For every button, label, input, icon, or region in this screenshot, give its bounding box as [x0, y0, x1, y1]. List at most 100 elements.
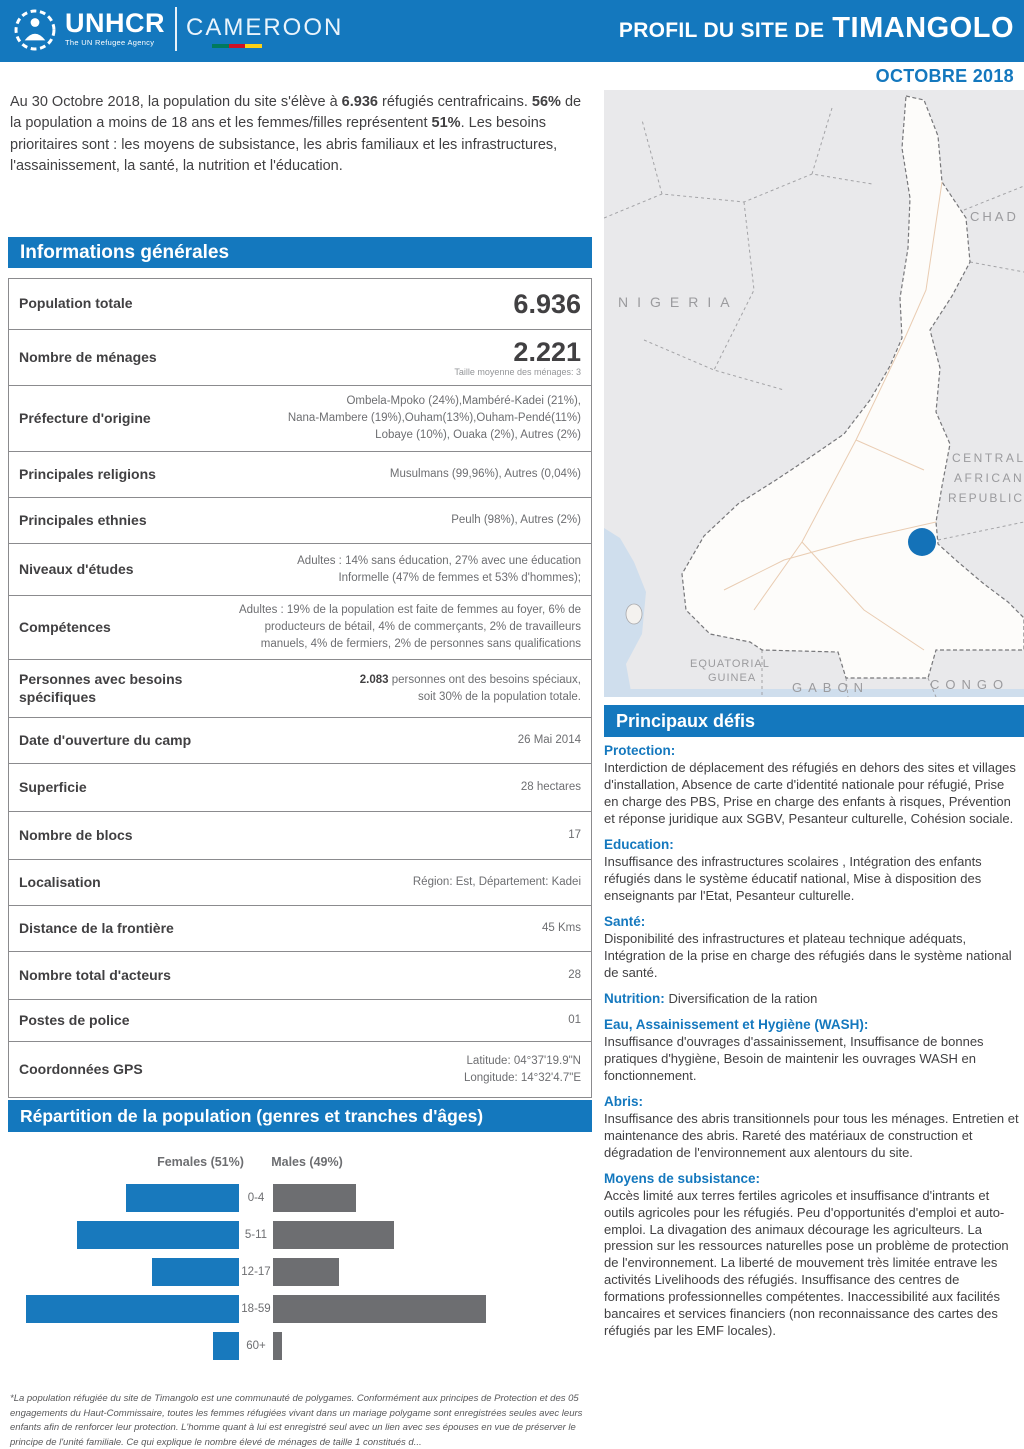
chart-row-age-0-4: 0-4	[26, 1184, 486, 1212]
intro-paragraph: Au 30 Octobre 2018, la population du sit…	[10, 92, 588, 177]
flag-green-stripe	[212, 44, 229, 48]
flag-yellow-stripe	[245, 44, 263, 48]
intro-text: Au 30 Octobre 2018, la population du sit…	[10, 94, 342, 110]
info-row-value: 45 Kms	[237, 920, 581, 937]
female-bar	[26, 1295, 239, 1323]
info-row-big-value: 2.221	[513, 336, 581, 367]
female-bar-zone	[26, 1295, 239, 1323]
flag-red-stripe	[228, 44, 246, 48]
info-row-value: 26 Mai 2014	[237, 732, 581, 749]
unhcr-logo: UNHCR The UN Refugee Agency CAMEROON	[12, 7, 343, 58]
section-header-principaux-defis: Principaux défis	[604, 705, 1024, 737]
info-table-row: Population totale 6.936	[9, 279, 591, 329]
info-row-value-line: 2.083 personnes ont des besoins spéciaux…	[359, 673, 581, 686]
info-row-value-line: Informelle (47% de femmes et 53% d'homme…	[338, 571, 581, 584]
female-bar	[126, 1184, 239, 1212]
country-wordmark: CAMEROON	[186, 10, 343, 48]
map-label-nigeria: NIGERIA	[618, 294, 739, 310]
info-table-row: Personnes avec besoins spécifiques 2.083 …	[9, 659, 591, 717]
country-text: CAMEROON	[186, 14, 344, 41]
intro-women-pct: 51%	[431, 115, 461, 132]
info-row-value-line: Peulh (98%), Autres (2%)	[451, 514, 581, 527]
legend-females: Females (51%)	[157, 1155, 244, 1169]
info-table-row: Nombre total d'acteurs 28	[9, 951, 591, 999]
chart-row-age-12-17: 12-17	[26, 1258, 486, 1286]
chart-row-age-5-11: 5-11	[26, 1221, 486, 1249]
challenge-text: Insuffisance des abris transitionnels po…	[604, 1110, 1019, 1160]
info-row-value-line: Adultes : 14% sans éducation, 27% avec u…	[297, 554, 581, 567]
intro-under18-pct: 56%	[531, 94, 561, 110]
info-row-label: Préfecture d'origine	[19, 409, 151, 426]
info-row-label: Superficie	[19, 778, 87, 795]
info-row-label: Nombre de ménages	[19, 348, 157, 365]
info-row-label: Nombre de blocs	[19, 826, 133, 843]
info-row-label: Personnes avec besoins spécifiques	[19, 671, 183, 705]
info-row-value-line: 17	[568, 829, 581, 842]
female-bar-zone	[26, 1184, 239, 1212]
cameroon-flag-stripes	[212, 44, 263, 48]
challenge-heading: Protection:	[604, 743, 676, 758]
footnote: *La population réfugiée du site de Timan…	[10, 1393, 583, 1449]
info-table-row: Coordonnées GPS Latitude: 04°37'19.9"N Lon…	[9, 1041, 591, 1097]
info-row-value-line: Région: Est, Département: Kadei	[412, 876, 581, 889]
female-bar	[77, 1221, 239, 1249]
challenge-section-3: Nutrition: Diversification de la ration	[604, 990, 1022, 1008]
map-ocean-strip	[604, 689, 1024, 697]
cameroon-map: NIGERIA CHAD CENTRAL AFRICAN REPUBLIC EQ…	[604, 90, 1024, 697]
male-bar-zone	[273, 1258, 486, 1286]
unhcr-emblem-icon	[12, 7, 58, 58]
info-row-value-line: Musulmans (99,96%), Autres (0,04%)	[389, 468, 581, 481]
age-group-label: 18-59	[241, 1303, 271, 1315]
info-row-value-line: Ombela-Mpoko (24%),Mambéré-Kadei (21%),	[346, 395, 581, 408]
intro-text: réfugiés centrafricains.	[377, 94, 532, 110]
cameroon-country-shape	[681, 95, 1024, 679]
legend-males: Males (49%)	[271, 1155, 343, 1169]
age-group-label: 60+	[246, 1340, 266, 1352]
info-table-row: Superficie 28 hectares	[9, 763, 591, 811]
map-label-car-line2: AFRICAN	[954, 471, 1024, 485]
info-row-value-line: 45 Kms	[542, 922, 581, 935]
intro-text: . Les besoins prioritaires sont : les mo…	[10, 115, 558, 174]
info-table-row: Nombre de ménages 2.221 Taille moyenne des…	[9, 329, 591, 385]
map-label-congo: CONGO	[930, 677, 1009, 692]
title-prefix: PROFIL DU SITE DE	[618, 19, 825, 42]
info-row-value: Région: Est, Département: Kadei	[237, 874, 581, 891]
info-row-label: Coordonnées GPS	[19, 1060, 143, 1077]
challenge-heading: Santé:	[604, 913, 646, 929]
general-information-table: Population totale 6.936 Nombre de ménages 2…	[8, 278, 592, 1098]
map-roads	[723, 181, 943, 651]
info-row-value: 17	[237, 827, 581, 844]
male-bar	[273, 1258, 339, 1286]
info-row-label: Date d'ouverture du camp	[19, 731, 192, 748]
info-table-row: Date d'ouverture du camp 26 Mai 2014	[9, 717, 591, 763]
challenge-text: Insuffisance des infrastructures scolair…	[604, 854, 982, 903]
info-table-row: Principales ethnies Peulh (98%), Autres (…	[9, 497, 591, 543]
chart-row-age-18-59: 18-59	[26, 1295, 486, 1323]
site-location-marker	[908, 528, 936, 556]
male-bar	[273, 1184, 356, 1212]
info-row-label: Nombre total d'acteurs	[19, 966, 171, 983]
challenges-sections: Protection: Interdiction de déplacement d…	[604, 742, 1022, 1348]
male-bar	[273, 1332, 282, 1360]
male-bar	[273, 1295, 486, 1323]
info-row-value-line: Longitude: 14°32'4.7"E	[463, 1071, 581, 1084]
info-row-value: 01	[237, 1012, 581, 1029]
info-row-label: Compétences	[19, 618, 111, 635]
info-row-label: Principales religions	[19, 465, 156, 482]
info-row-value-line: Lobaye (10%), Ouaka (2%), Autres (2%)	[375, 428, 581, 441]
info-row-value: 6.936	[237, 289, 581, 318]
age-group-label: 0-4	[247, 1192, 265, 1204]
info-row-value-line: 28	[568, 969, 581, 982]
info-row-value-line: manuels, 4% de fermiers, 2% de personnes…	[260, 637, 581, 650]
map-label-eqguinea-line2: GUINEA	[708, 672, 756, 684]
info-row-value: 2.083 personnes ont des besoins spéciaux…	[237, 672, 581, 705]
challenge-heading: Abris:	[604, 1093, 644, 1109]
info-row-value: Adultes : 14% sans éducation, 27% avec u…	[237, 553, 581, 586]
unhcr-text: UNHCR	[65, 8, 165, 38]
bioko-island	[625, 603, 643, 625]
info-row-label: Principales ethnies	[19, 511, 147, 528]
info-row-label: Niveaux d'études	[19, 560, 134, 577]
info-table-row: Niveaux d'études Adultes : 14% sans éduca…	[9, 543, 591, 595]
chart-row-age-60+: 60+	[26, 1332, 486, 1360]
logo-divider	[175, 7, 177, 51]
